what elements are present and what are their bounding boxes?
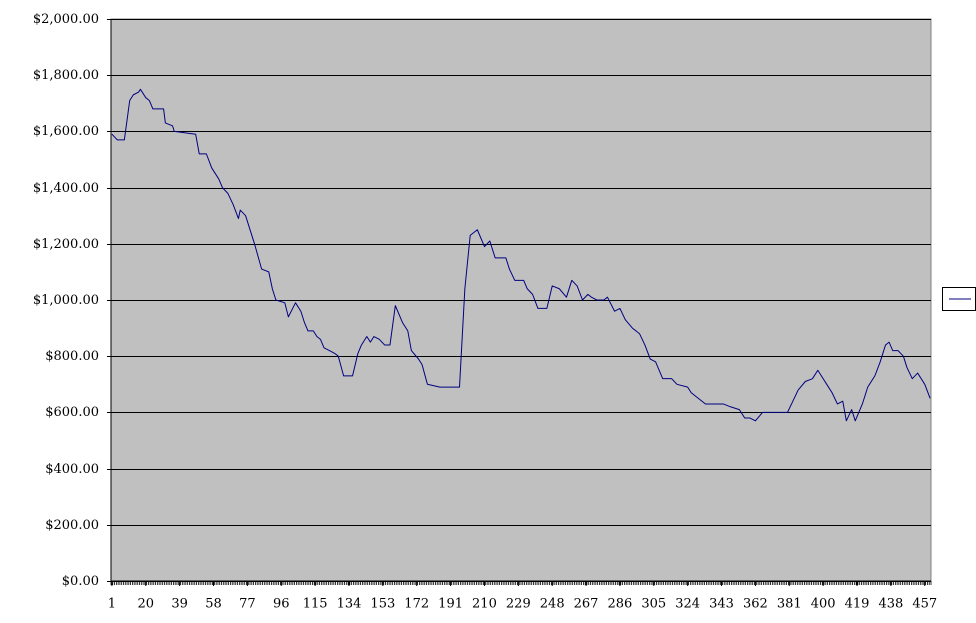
y-tick-label: $400.00 — [45, 462, 99, 477]
y-tick-label: $0.00 — [62, 574, 99, 589]
x-tick-label: 191 — [438, 597, 463, 612]
x-tick-label: 77 — [239, 597, 256, 612]
x-tick-label: 286 — [608, 597, 633, 612]
legend — [942, 287, 976, 311]
x-tick-label: 1 — [108, 597, 116, 612]
x-tick-label: 39 — [171, 597, 188, 612]
x-tick-label: 20 — [137, 597, 154, 612]
y-tick-label: $2,000.00 — [33, 12, 99, 27]
x-tick-label: 248 — [540, 597, 565, 612]
x-tick-label: 324 — [675, 597, 700, 612]
x-tick-label: 96 — [273, 597, 290, 612]
minor-ticks — [110, 581, 932, 585]
x-tick-label: 134 — [337, 597, 362, 612]
x-tick-label: 153 — [370, 597, 395, 612]
x-tick-label: 438 — [878, 597, 903, 612]
x-tick-label: 229 — [506, 597, 531, 612]
x-tick-label: 210 — [472, 597, 497, 612]
x-tick-label: 305 — [641, 597, 666, 612]
series — [111, 88, 931, 422]
x-tick-label: 381 — [777, 597, 802, 612]
y-tick-label: $1,400.00 — [33, 181, 99, 196]
axes — [107, 19, 931, 586]
y-tick-label: $1,000.00 — [33, 293, 99, 308]
x-tick-label: 400 — [811, 597, 836, 612]
x-tick-label: 362 — [743, 597, 768, 612]
y-tick-label: $1,200.00 — [33, 237, 99, 252]
y-tick-label: $200.00 — [45, 518, 99, 533]
x-tick-label: 457 — [912, 597, 937, 612]
series-line — [111, 88, 931, 422]
x-tick-label: 115 — [303, 597, 328, 612]
category-ticks — [110, 581, 932, 585]
y-tick-label: $800.00 — [45, 349, 99, 364]
y-tick-label: $1,800.00 — [33, 68, 99, 83]
x-tick-label: 58 — [205, 597, 222, 612]
x-tick-label: 343 — [709, 597, 734, 612]
x-tick-label: 419 — [845, 597, 870, 612]
y-tick-label: $1,600.00 — [33, 124, 99, 139]
y-tick-label: $600.00 — [45, 405, 99, 420]
x-tick-label: 172 — [404, 597, 429, 612]
tick-labels: $0.00 $200.00 $400.00 $600.00 $800.00 $1,000.… — [33, 12, 937, 612]
x-tick-label: 267 — [574, 597, 599, 612]
